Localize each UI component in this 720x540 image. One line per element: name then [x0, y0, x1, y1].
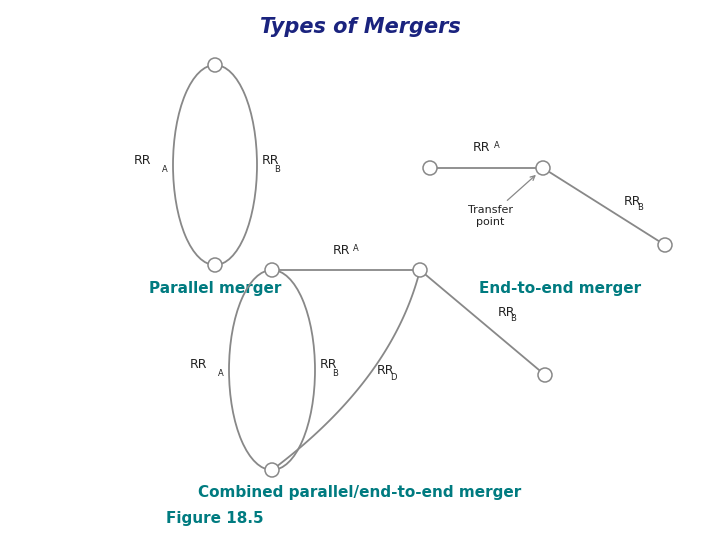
Text: End-to-end merger: End-to-end merger [479, 280, 641, 295]
Text: RR: RR [262, 153, 279, 166]
Circle shape [208, 58, 222, 72]
Text: D: D [390, 373, 397, 381]
Text: Transfer
point: Transfer point [467, 176, 535, 227]
Circle shape [538, 368, 552, 382]
Text: B: B [510, 314, 516, 323]
Text: B: B [332, 369, 338, 379]
Text: B: B [274, 165, 280, 173]
Text: RR: RR [377, 363, 395, 376]
Text: A: A [353, 244, 359, 253]
Text: A: A [493, 141, 499, 150]
Text: RR: RR [332, 244, 350, 257]
Circle shape [413, 263, 427, 277]
Circle shape [208, 258, 222, 272]
Text: A: A [218, 369, 224, 379]
Text: Types of Mergers: Types of Mergers [260, 17, 460, 37]
Text: RR: RR [498, 306, 515, 319]
Circle shape [265, 263, 279, 277]
Circle shape [423, 161, 437, 175]
Text: RR: RR [189, 359, 207, 372]
Text: RR: RR [624, 195, 642, 208]
Text: Figure 18.5: Figure 18.5 [166, 510, 264, 525]
Text: RR: RR [320, 359, 338, 372]
Text: A: A [162, 165, 168, 173]
Circle shape [536, 161, 550, 175]
Circle shape [658, 238, 672, 252]
Circle shape [265, 463, 279, 477]
Text: RR: RR [133, 153, 151, 166]
Text: Combined parallel/end-to-end merger: Combined parallel/end-to-end merger [199, 484, 521, 500]
Text: Parallel merger: Parallel merger [149, 280, 282, 295]
Text: B: B [637, 203, 643, 212]
Text: RR: RR [473, 141, 490, 154]
